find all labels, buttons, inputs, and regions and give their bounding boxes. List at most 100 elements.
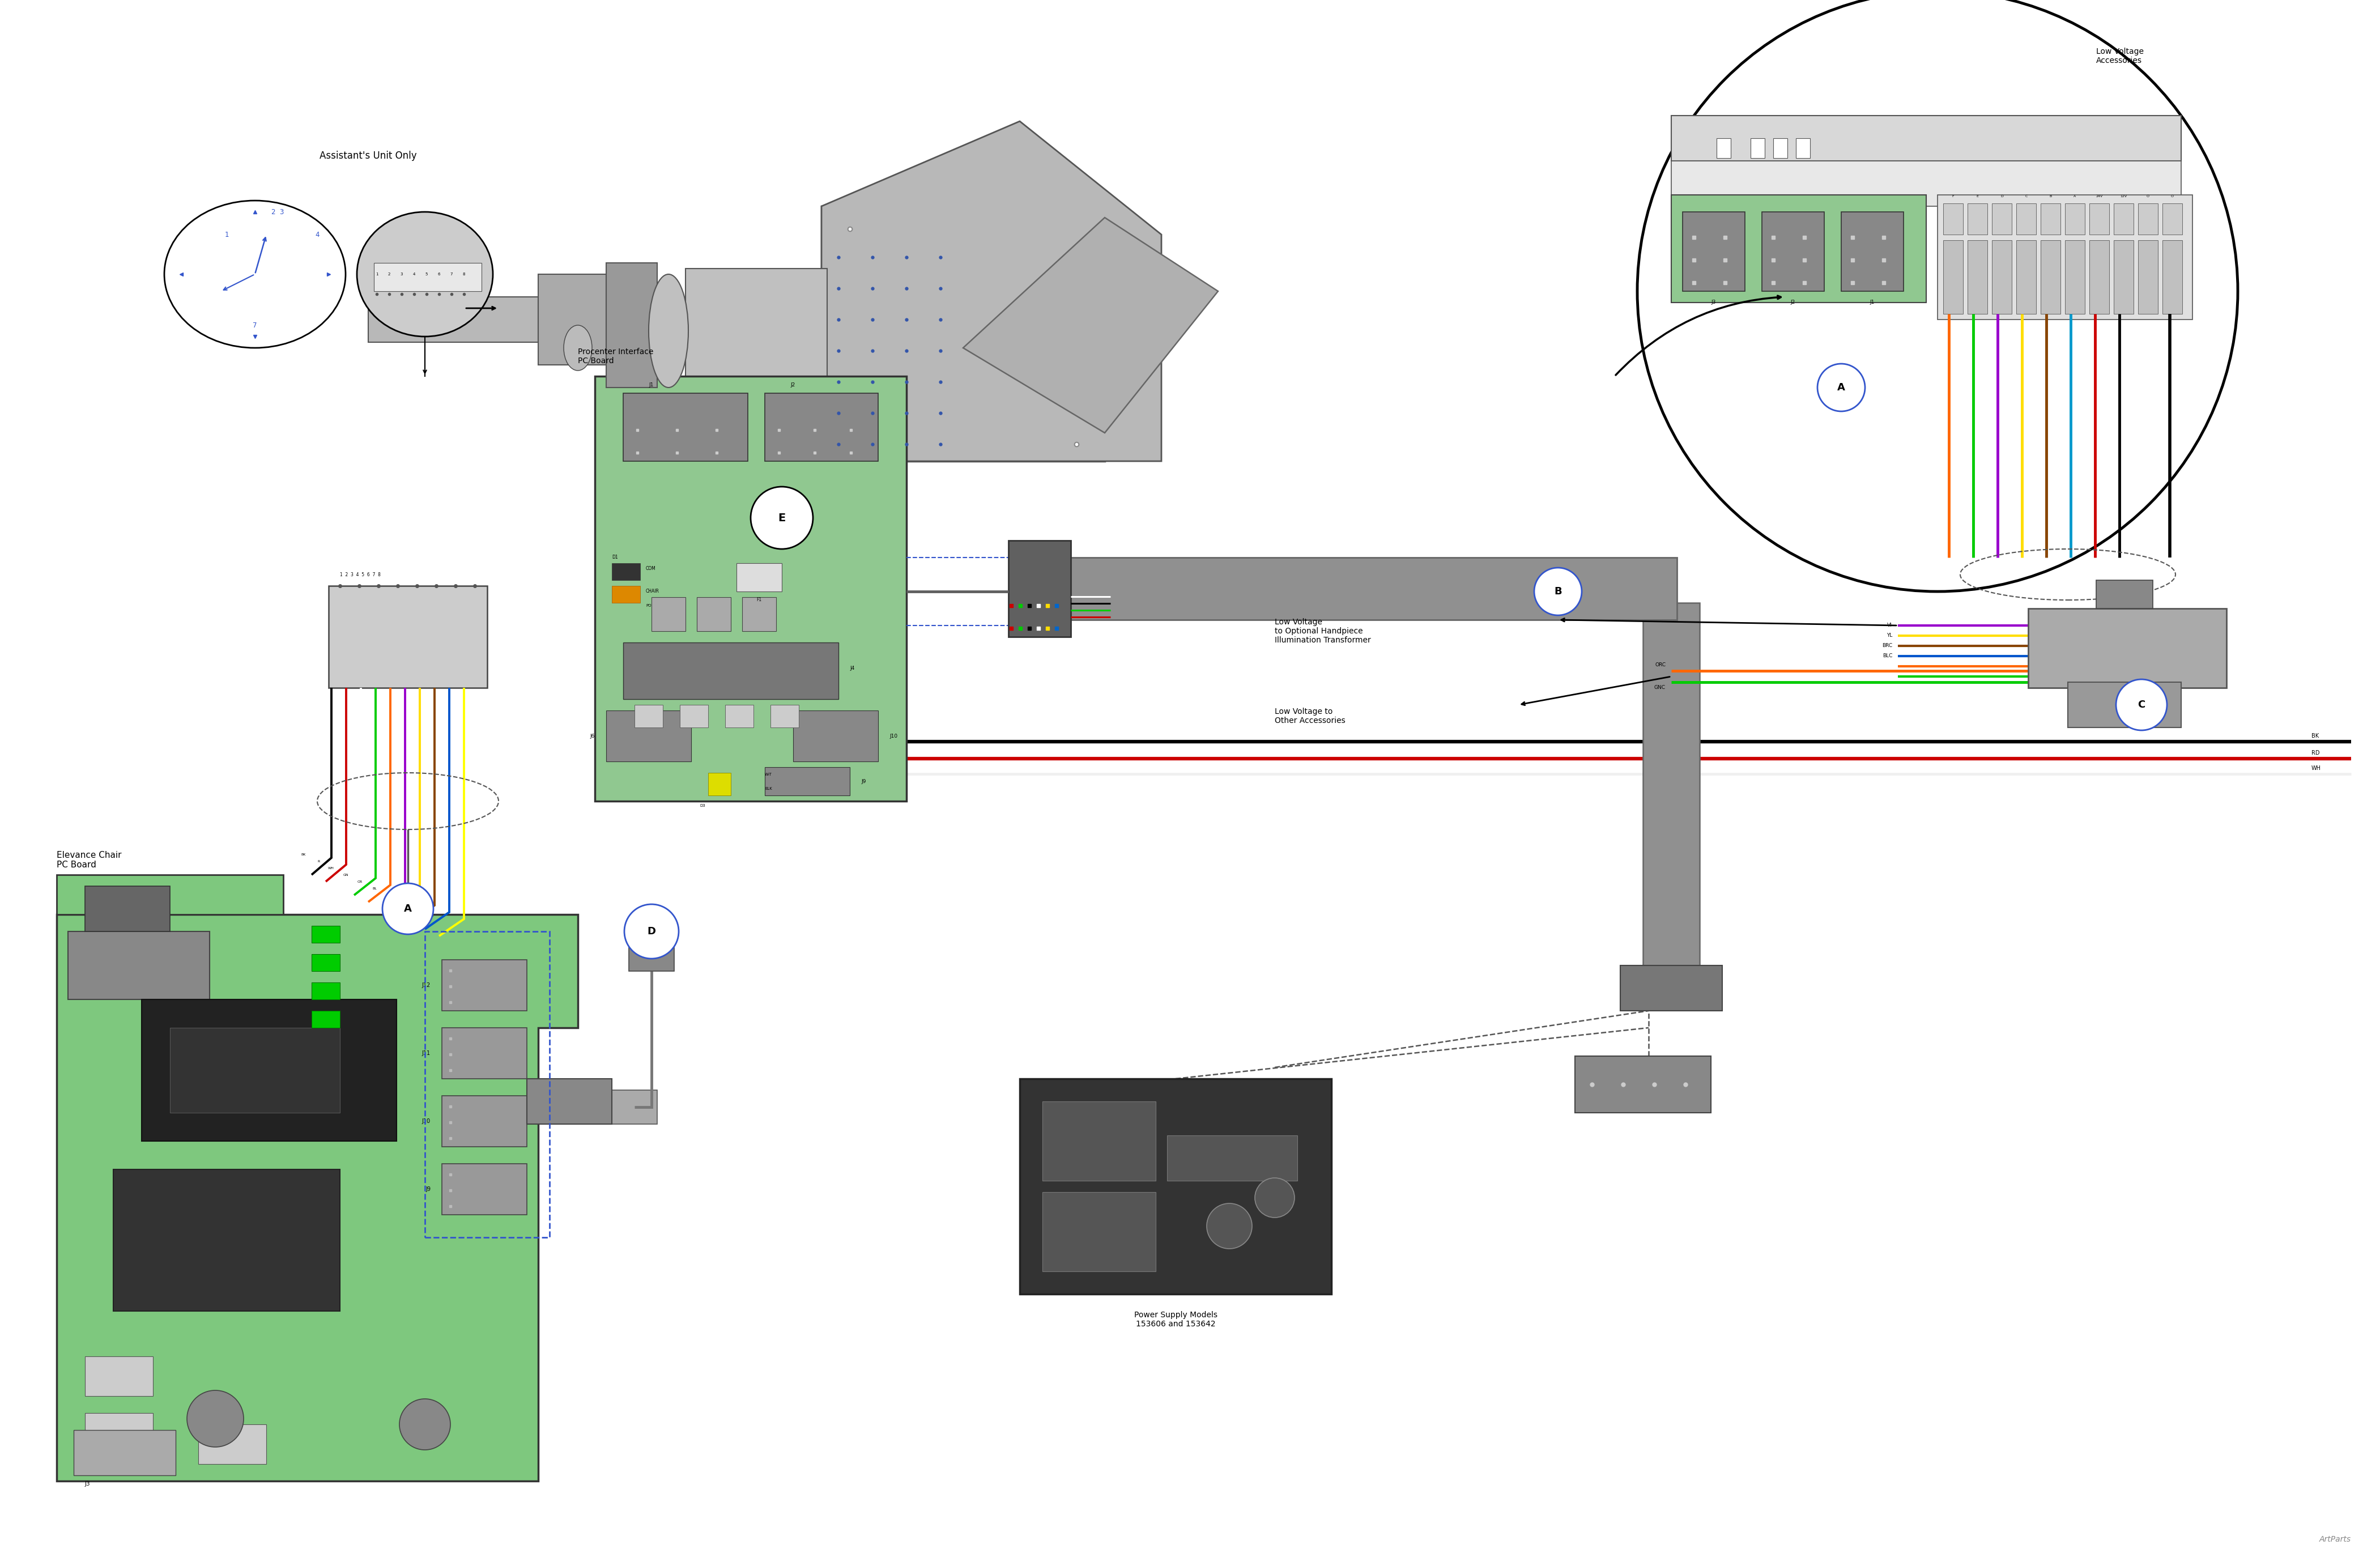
Text: 1: 1	[376, 272, 378, 276]
Circle shape	[2116, 680, 2166, 730]
Bar	[652, 597, 685, 631]
Text: BLC: BLC	[1883, 653, 1892, 659]
Text: Assistant's Unit Only: Assistant's Unit Only	[319, 150, 416, 161]
Bar	[114, 1170, 340, 1311]
Bar	[2090, 240, 2109, 313]
Bar	[328, 586, 488, 687]
Text: POWER: POWER	[645, 604, 659, 608]
Text: J1: J1	[1871, 299, 1875, 305]
Text: BK: BK	[2311, 733, 2318, 739]
Bar	[764, 393, 878, 462]
Circle shape	[624, 904, 678, 958]
Bar	[1716, 138, 1730, 158]
Text: ORC: ORC	[1654, 662, 1666, 667]
Text: B: B	[2049, 194, 2052, 197]
Text: A: A	[405, 904, 412, 915]
Bar	[2040, 240, 2061, 313]
Bar	[143, 999, 397, 1142]
Text: W-T: W-T	[764, 772, 771, 777]
Bar	[764, 767, 850, 796]
Bar	[607, 263, 657, 387]
Bar	[2028, 609, 2225, 687]
Bar	[1761, 211, 1823, 291]
Circle shape	[750, 487, 814, 550]
Bar	[2068, 683, 2180, 728]
Bar	[1066, 557, 1678, 620]
Bar	[169, 1027, 340, 1113]
Bar	[1166, 1135, 1297, 1181]
Text: 7: 7	[450, 272, 452, 276]
Bar	[1621, 965, 1723, 1010]
Text: BRC: BRC	[1883, 644, 1892, 648]
Text: BR: BR	[400, 900, 405, 904]
Bar	[1797, 138, 1811, 158]
Text: Power Supply Models
153606 and 153642: Power Supply Models 153606 and 153642	[1133, 1311, 1216, 1328]
Text: CHAIR: CHAIR	[645, 589, 659, 594]
Text: C: C	[2137, 700, 2144, 709]
Text: A: A	[1837, 382, 1844, 393]
Text: D3: D3	[700, 803, 704, 808]
Bar	[69, 932, 209, 999]
Bar	[2163, 240, 2182, 313]
Text: O: O	[2171, 194, 2173, 197]
Ellipse shape	[164, 200, 345, 348]
Bar	[2066, 204, 2085, 235]
Text: YL: YL	[1887, 633, 1892, 639]
Text: Low Voltage
Accessories: Low Voltage Accessories	[2097, 47, 2144, 64]
Text: Procenter Interface
PC Board: Procenter Interface PC Board	[578, 348, 655, 365]
Text: J2: J2	[1790, 299, 1795, 305]
Text: COM: COM	[645, 567, 657, 572]
Text: 3: 3	[400, 272, 402, 276]
Bar	[612, 586, 640, 603]
Bar	[635, 705, 664, 728]
Text: BL: BL	[414, 908, 419, 911]
Text: J6: J6	[590, 733, 595, 739]
Text: J3: J3	[1711, 299, 1716, 305]
Bar	[1942, 204, 1964, 235]
Circle shape	[383, 883, 433, 935]
Text: E: E	[778, 512, 785, 523]
Bar	[1009, 540, 1071, 637]
Text: GN: GN	[343, 874, 347, 877]
Bar	[443, 1096, 526, 1146]
Text: 24V: 24V	[2097, 194, 2104, 197]
Text: 8: 8	[462, 272, 464, 276]
Bar	[2113, 204, 2132, 235]
Text: D: D	[647, 927, 657, 936]
Bar	[2163, 204, 2182, 235]
Bar	[1576, 1055, 1711, 1113]
Bar	[1671, 161, 2180, 207]
Bar	[2113, 240, 2132, 313]
Text: 1  2  3  4  5  6  7  8: 1 2 3 4 5 6 7 8	[340, 572, 381, 578]
Text: WH: WH	[328, 868, 333, 871]
Bar	[86, 886, 169, 932]
Bar	[612, 564, 640, 579]
Text: Low Voltage to
Other Accessories: Low Voltage to Other Accessories	[1276, 708, 1345, 725]
Bar	[1671, 194, 1925, 302]
Ellipse shape	[357, 211, 493, 337]
Bar	[426, 932, 550, 1237]
Bar	[1968, 204, 1987, 235]
Bar	[2137, 204, 2159, 235]
Text: Elevance Chair
PC Board: Elevance Chair PC Board	[57, 850, 121, 869]
Bar	[1968, 240, 1987, 313]
Text: 6: 6	[438, 272, 440, 276]
Circle shape	[188, 1391, 243, 1447]
Bar	[821, 207, 1104, 462]
Bar	[624, 642, 838, 698]
Bar	[2016, 240, 2037, 313]
Text: J9: J9	[862, 778, 866, 785]
Circle shape	[1637, 0, 2237, 592]
Bar	[1937, 194, 2192, 319]
Bar	[607, 711, 690, 761]
Bar	[374, 263, 481, 291]
Bar	[538, 274, 607, 365]
Ellipse shape	[650, 274, 688, 387]
Bar	[1773, 138, 1787, 158]
Text: B: B	[1554, 586, 1561, 597]
Bar	[1671, 116, 2180, 161]
Bar	[2137, 240, 2159, 313]
Bar	[612, 1090, 657, 1124]
Bar	[1752, 138, 1764, 158]
Bar	[726, 705, 754, 728]
